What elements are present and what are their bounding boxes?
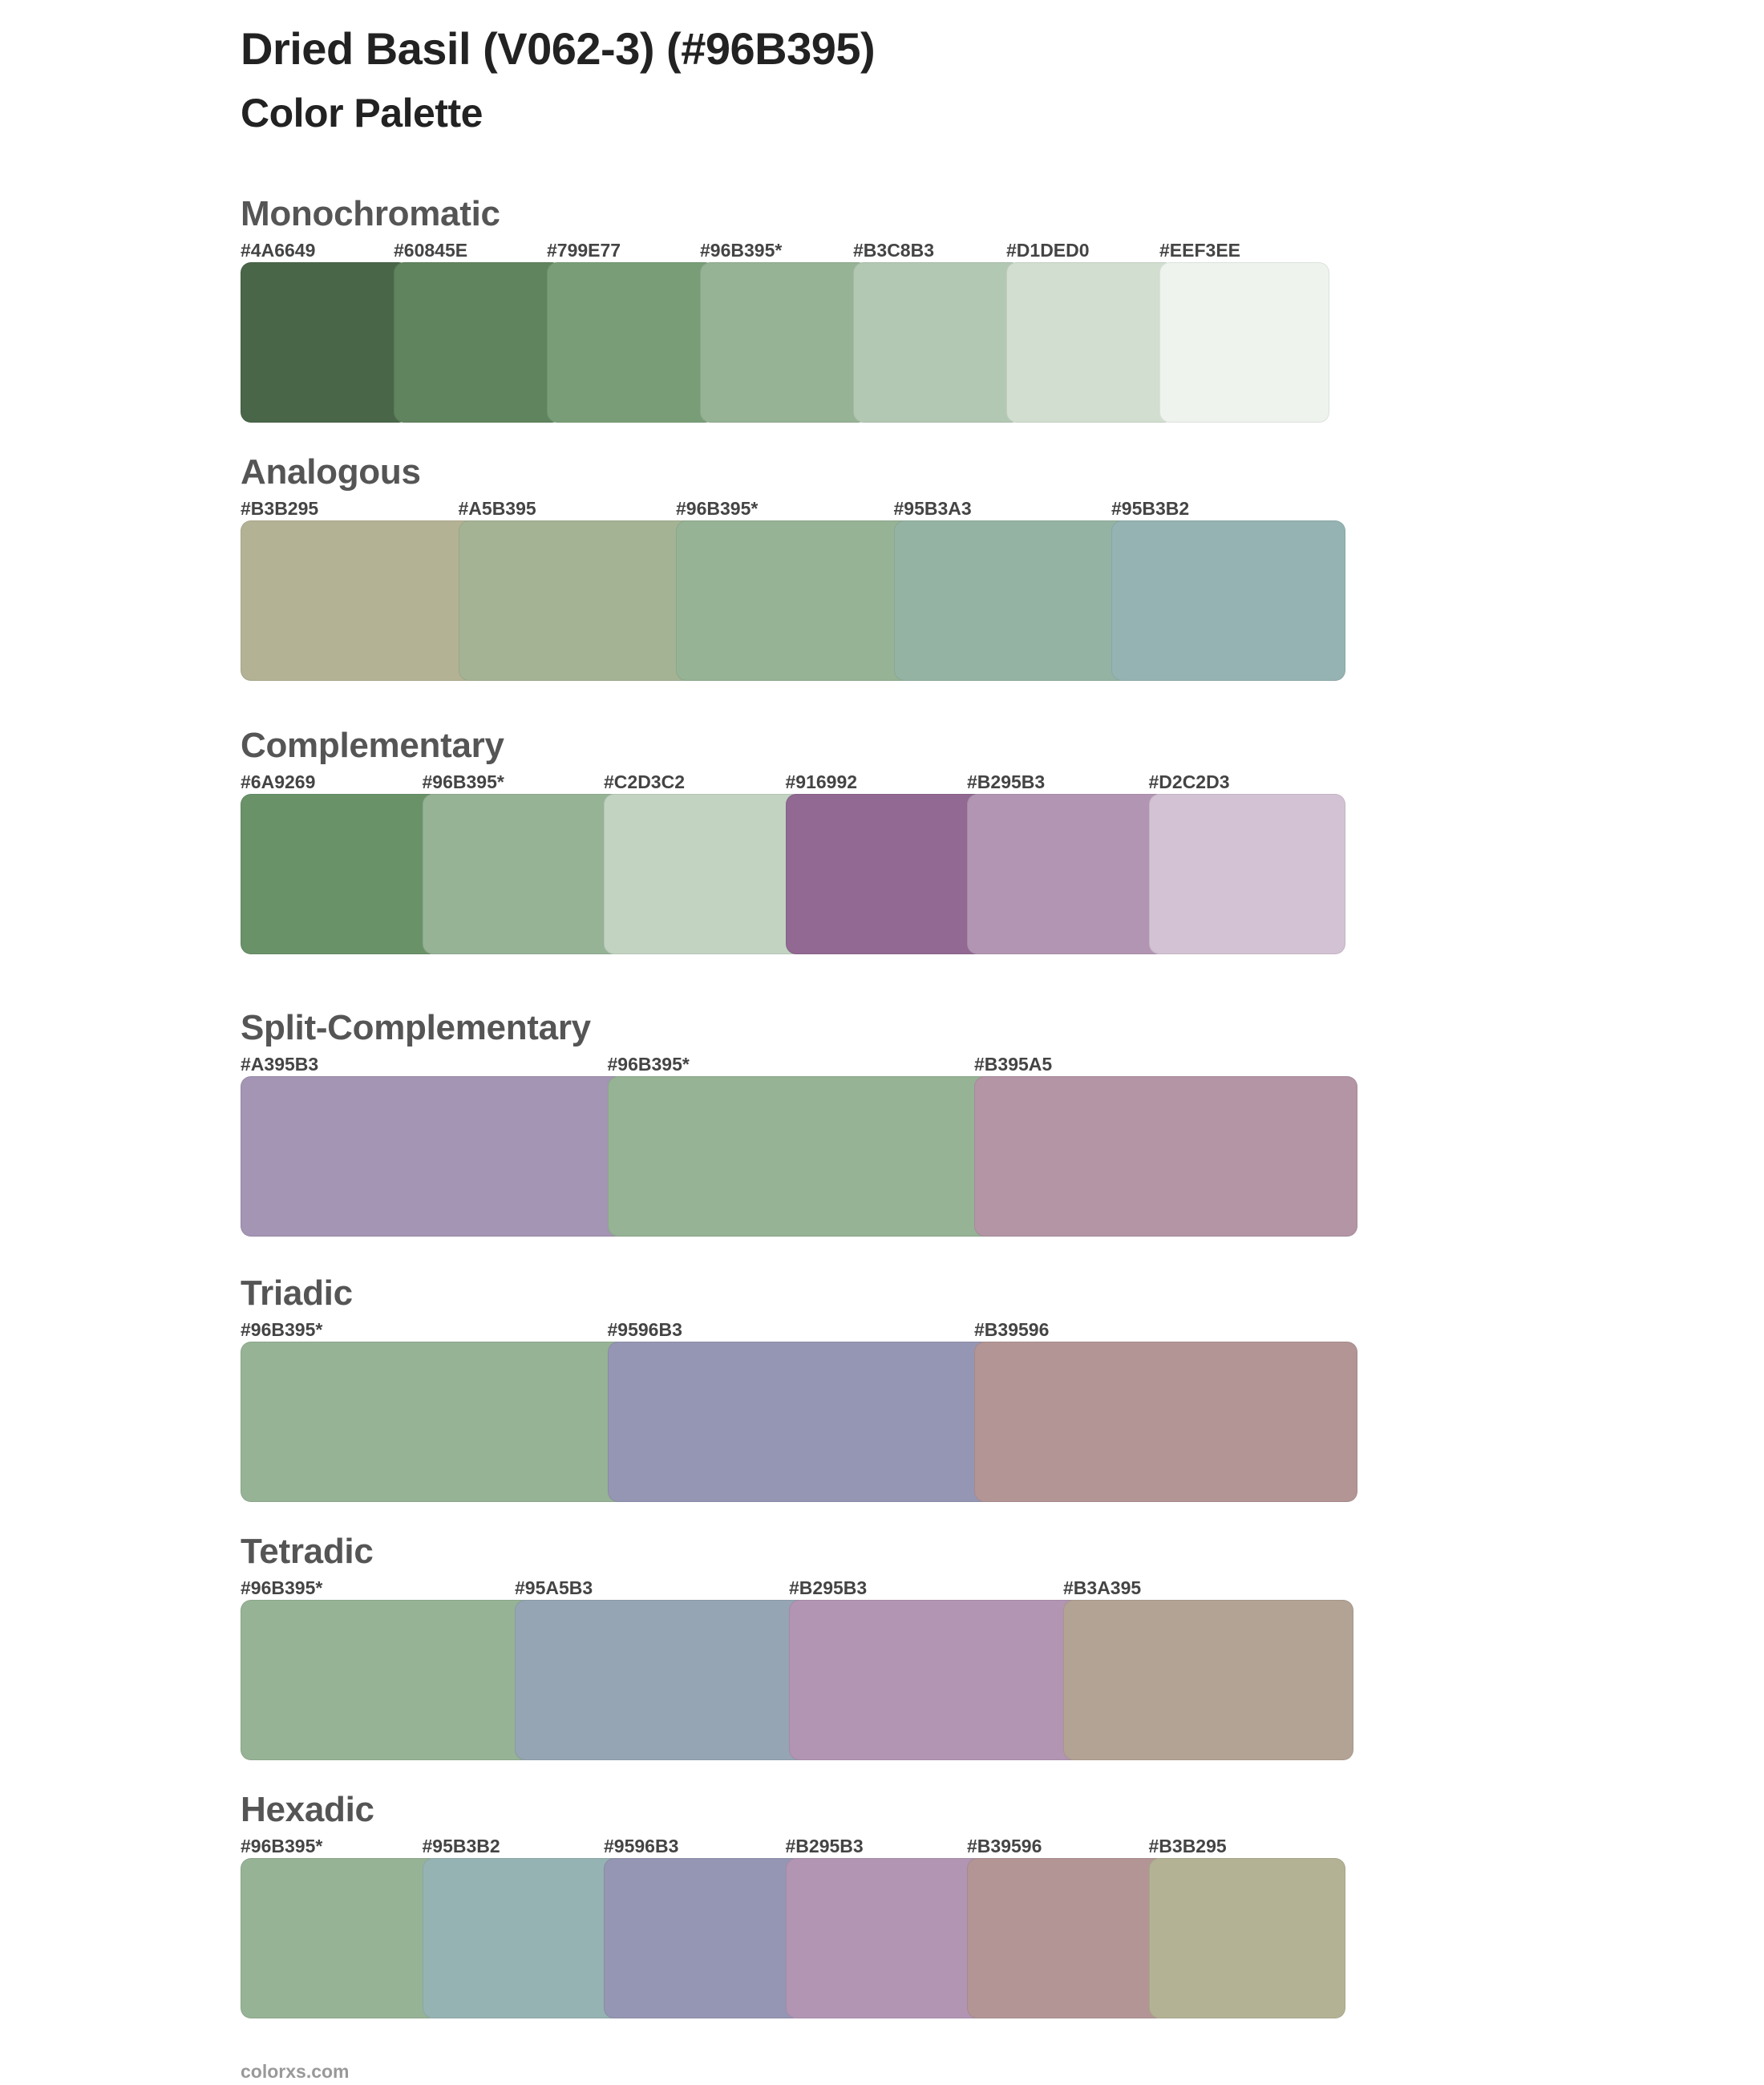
color-hex-label: #B3B295 [241, 498, 319, 519]
color-swatch[interactable] [789, 1600, 1091, 1760]
color-hex-label: #95B3B2 [1111, 498, 1190, 519]
color-swatch[interactable] [974, 1076, 1357, 1237]
color-swatch[interactable] [607, 1076, 1011, 1237]
color-hex-label: #B395A5 [974, 1054, 1053, 1075]
section-tetradic: Tetradic #96B395* #95A5B3 #B295B3 #B3A395 [241, 1532, 1443, 1820]
color-swatch[interactable] [785, 794, 985, 954]
color-hex-label: #B39596 [967, 1836, 1042, 1856]
color-swatch[interactable] [604, 794, 804, 954]
color-hex-label: #96B395* [241, 1836, 323, 1856]
color-swatch[interactable] [241, 1858, 441, 2018]
section-heading: Tetradic [241, 1532, 374, 1571]
color-hex-label: #9596B3 [607, 1319, 682, 1340]
color-swatch[interactable] [241, 1600, 543, 1760]
page-title: Dried Basil (V062-3) (#96B395) [241, 23, 876, 74]
section-triadic: Triadic #96B395* #9596B3 #B39596 [241, 1273, 1443, 1562]
color-hex-label: #B3C8B3 [853, 240, 934, 261]
color-swatch[interactable] [547, 262, 716, 423]
color-swatch[interactable] [967, 1858, 1167, 2018]
color-hex-label: #96B395* [700, 240, 783, 261]
color-hex-label: #916992 [785, 771, 858, 792]
color-hex-label: #96B395* [241, 1577, 323, 1598]
section-heading: Analogous [241, 452, 421, 492]
color-hex-label: #B3B295 [1148, 1836, 1227, 1856]
color-swatch[interactable] [1063, 1600, 1353, 1760]
color-hex-label: #A5B395 [458, 498, 536, 519]
section-hexadic: Hexadic #96B395* #95B3B2 #9596B3 #B295B3 #B39… [241, 1790, 1443, 2079]
color-swatch[interactable] [422, 794, 622, 954]
color-hex-label: #B295B3 [785, 1836, 864, 1856]
color-swatch[interactable] [422, 1858, 622, 2018]
color-hex-label: #6A9269 [241, 771, 316, 792]
color-hex-label: #9596B3 [604, 1836, 679, 1856]
color-hex-label: #B3A395 [1063, 1577, 1142, 1598]
color-hex-label: #95B3B2 [422, 1836, 500, 1856]
section-heading: Monochromatic [241, 194, 500, 233]
color-swatch[interactable] [241, 794, 441, 954]
color-hex-label: #B39596 [974, 1319, 1050, 1340]
section-monochromatic: Monochromatic #4A6649 #60845E #799E77 #96B39… [241, 194, 1443, 483]
color-swatch[interactable] [604, 1858, 804, 2018]
color-hex-label: #B295B3 [967, 771, 1046, 792]
color-hex-label: #96B395* [676, 498, 759, 519]
color-swatch[interactable] [241, 1076, 645, 1237]
color-swatch[interactable] [974, 1342, 1357, 1502]
color-swatch[interactable] [676, 520, 916, 681]
footer-link[interactable]: colorxs.com [241, 2061, 350, 2082]
color-swatch[interactable] [700, 262, 869, 423]
color-hex-label: #96B395* [241, 1319, 323, 1340]
color-hex-label: #95B3A3 [893, 498, 972, 519]
color-swatch[interactable] [394, 262, 563, 423]
color-swatch[interactable] [607, 1342, 1011, 1502]
color-swatch[interactable] [515, 1600, 817, 1760]
color-hex-label: #799E77 [547, 240, 621, 261]
color-swatch[interactable] [458, 520, 698, 681]
section-complementary: Complementary #6A9269 #96B395* #C2D3C2 #9169… [241, 726, 1443, 1014]
color-swatch[interactable] [241, 520, 480, 681]
section-heading: Triadic [241, 1273, 353, 1313]
color-hex-label: #D1DED0 [1006, 240, 1090, 261]
color-swatch[interactable] [1006, 262, 1175, 423]
color-swatch[interactable] [853, 262, 1022, 423]
color-swatch[interactable] [1159, 262, 1329, 423]
page-subtitle: Color Palette [241, 91, 483, 136]
color-swatch[interactable] [241, 262, 410, 423]
color-hex-label: #EEF3EE [1159, 240, 1240, 261]
section-analogous: Analogous #B3B295 #A5B395 #96B395* #95B3A3 #9… [241, 452, 1443, 741]
color-swatch[interactable] [241, 1342, 645, 1502]
color-hex-label: #D2C2D3 [1148, 771, 1230, 792]
color-swatch[interactable] [893, 520, 1134, 681]
section-heading: Hexadic [241, 1790, 374, 1829]
color-hex-label: #96B395* [607, 1054, 690, 1075]
color-hex-label: #A395B3 [241, 1054, 319, 1075]
color-hex-label: #B295B3 [789, 1577, 868, 1598]
color-hex-label: #96B395* [422, 771, 504, 792]
color-swatch[interactable] [1148, 1858, 1345, 2018]
color-hex-label: #95A5B3 [515, 1577, 593, 1598]
color-hex-label: #60845E [394, 240, 468, 261]
color-swatch[interactable] [785, 1858, 985, 2018]
color-hex-label: #C2D3C2 [604, 771, 685, 792]
color-swatch[interactable] [967, 794, 1167, 954]
color-swatch[interactable] [1148, 794, 1345, 954]
section-split-complementary: Split-Complementary #A395B3 #96B395* #B395A… [241, 1008, 1443, 1297]
color-swatch[interactable] [1111, 520, 1345, 681]
color-hex-label: #4A6649 [241, 240, 316, 261]
section-heading: Split-Complementary [241, 1008, 591, 1047]
section-heading: Complementary [241, 726, 504, 765]
